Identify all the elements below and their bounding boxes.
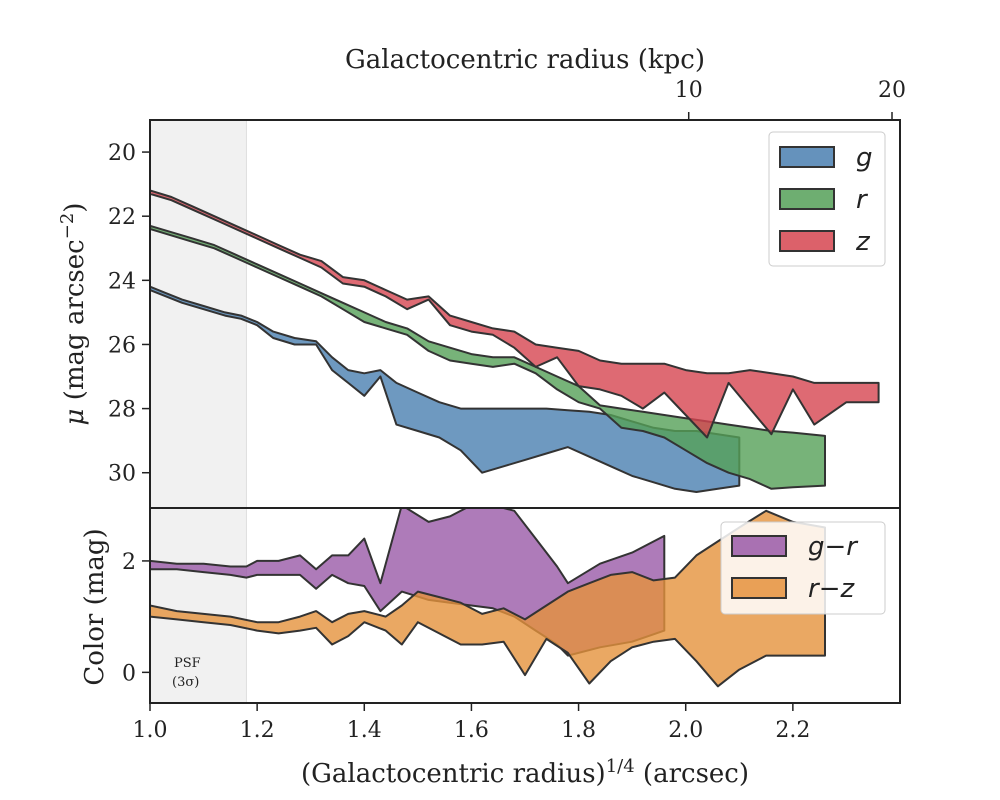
legend-swatch-z — [779, 230, 835, 252]
bottom-y-axis-title: Color (mag) — [80, 528, 110, 685]
legend-label-z: z — [855, 227, 871, 257]
legend-label-rz: r−z — [808, 574, 855, 604]
bottom-x-tick-label: 2.2 — [775, 718, 810, 743]
bottom-y-axis: 02 — [122, 550, 150, 686]
top-x-axis-title: Galactocentric radius (kpc) — [345, 45, 705, 75]
bottom-y-tick-label: 0 — [122, 661, 136, 686]
legend-label-g: g — [856, 143, 873, 173]
surface-brightness-bands — [150, 189, 880, 493]
psf-label-sigma: (3σ) — [172, 675, 199, 690]
legend-swatch-g — [779, 146, 835, 168]
legend-swatch-r — [779, 188, 835, 210]
top-y-tick-label: 28 — [108, 398, 136, 423]
legend-swatch-gr — [731, 535, 787, 557]
bottom-x-axis-title: (Galactocentric radius)1/4 (arcsec) — [301, 756, 749, 789]
psf-shade-bottom — [150, 508, 247, 703]
band-z — [150, 189, 880, 439]
psf-label: PSF — [174, 656, 201, 671]
top-y-tick-label: 30 — [108, 462, 136, 487]
top-x-axis-kpc: 1020305075100150 — [675, 78, 906, 120]
top-y-axis-title: μ (mag arcsec−2) — [57, 203, 90, 426]
bottom-x-axis: 1.0 1.2 1.4 1.6 1.8 2.0 2.2 — [133, 703, 810, 743]
bottom-x-tick-label: 2.0 — [668, 718, 703, 743]
bottom-y-tick-label: 2 — [122, 550, 136, 575]
top-y-tick-label: 24 — [108, 269, 136, 294]
top-y-tick-label: 20 — [108, 141, 136, 166]
top-legend: grz — [768, 131, 886, 267]
bottom-x-tick-label: 1.6 — [454, 718, 489, 743]
band-g — [150, 285, 741, 493]
top-y-tick-label: 26 — [108, 333, 136, 358]
bottom-x-tick-label: 1.0 — [133, 718, 168, 743]
bottom-panel-frame — [149, 507, 901, 704]
top-y-axis: 20 22 24 26 28 30 — [108, 141, 150, 487]
top-y-tick-label: 22 — [108, 205, 136, 230]
legend-label-gr: g−r — [808, 532, 859, 562]
bottom-x-tick-label: 1.8 — [561, 718, 596, 743]
legend-label-r: r — [856, 185, 869, 215]
top-x-tick-label: 10 — [675, 78, 703, 103]
legend-swatch-rz — [731, 577, 787, 599]
bottom-x-tick-label: 1.4 — [347, 718, 382, 743]
bottom-legend: g−r r−z — [720, 521, 886, 615]
band-r — [150, 224, 826, 490]
top-x-tick-label: 20 — [878, 78, 906, 103]
bottom-x-tick-label: 1.2 — [240, 718, 275, 743]
